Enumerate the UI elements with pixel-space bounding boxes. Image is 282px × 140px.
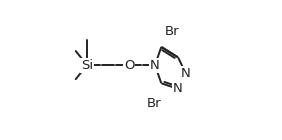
Text: O: O: [124, 59, 134, 72]
Text: Si: Si: [81, 59, 93, 72]
Text: N: N: [173, 82, 183, 95]
Text: Br: Br: [147, 97, 162, 110]
Text: Br: Br: [164, 25, 179, 38]
Text: N: N: [150, 59, 160, 72]
Text: N: N: [181, 67, 191, 80]
